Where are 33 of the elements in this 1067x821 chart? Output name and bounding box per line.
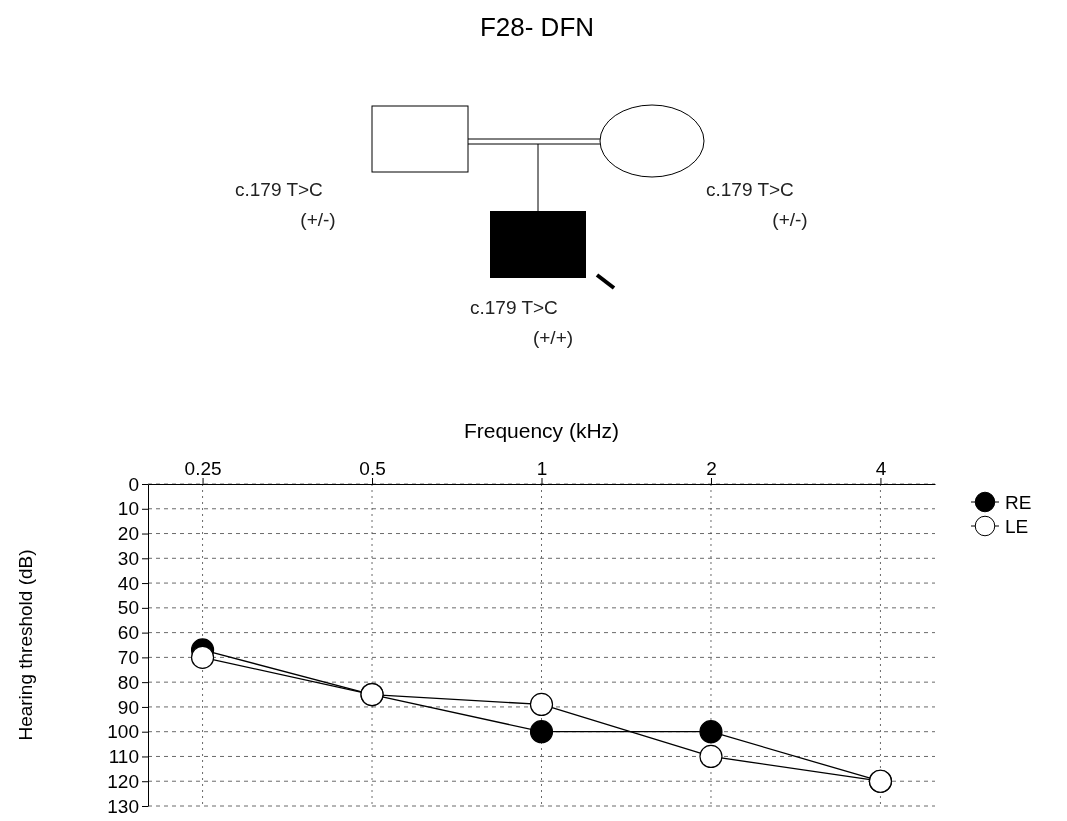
text: (+/-) bbox=[300, 209, 336, 230]
legend-label: LE bbox=[1005, 516, 1029, 537]
x-tick-label: 0.25 bbox=[184, 458, 222, 479]
chart-title: F28- DFN bbox=[479, 12, 595, 42]
point bbox=[190, 645, 215, 669]
text: c.179 T>C bbox=[235, 179, 323, 200]
point bbox=[699, 720, 723, 744]
y-tick-label: 100 bbox=[107, 721, 139, 743]
x-tick-label: 4 bbox=[875, 458, 887, 479]
text: c.179 T>C bbox=[470, 297, 558, 318]
x-tick-label: 2 bbox=[706, 458, 717, 479]
y-tick-label: 80 bbox=[117, 671, 139, 693]
y-tick-label: 50 bbox=[117, 597, 139, 619]
text: c.179 T>C bbox=[706, 179, 794, 200]
y-tick-label: 130 bbox=[107, 795, 139, 817]
y-tick-label: 20 bbox=[117, 523, 139, 545]
y-tick-label: 70 bbox=[117, 646, 139, 668]
x-tick-label: 0.5 bbox=[359, 458, 386, 479]
y-tick-label: 90 bbox=[117, 696, 139, 718]
x-tick-label: 1 bbox=[536, 458, 548, 479]
y-tick-label: 60 bbox=[117, 622, 139, 644]
point bbox=[529, 720, 554, 744]
legend-label: RE bbox=[1005, 492, 1032, 513]
text: (+/+) bbox=[532, 327, 574, 348]
y-axis-title: Hearing threshold (dB) bbox=[15, 549, 36, 741]
y-tick-label: 40 bbox=[117, 572, 139, 594]
y-tick-label: 110 bbox=[108, 746, 139, 768]
x-axis-title: Frequency (kHz) bbox=[463, 419, 620, 442]
y-tick-label: 30 bbox=[117, 547, 139, 569]
text: (+/-) bbox=[772, 209, 808, 230]
y-tick-label: 10 bbox=[117, 498, 139, 520]
y-tick-label: 0 bbox=[128, 473, 139, 495]
y-tick-label: 120 bbox=[107, 770, 139, 792]
